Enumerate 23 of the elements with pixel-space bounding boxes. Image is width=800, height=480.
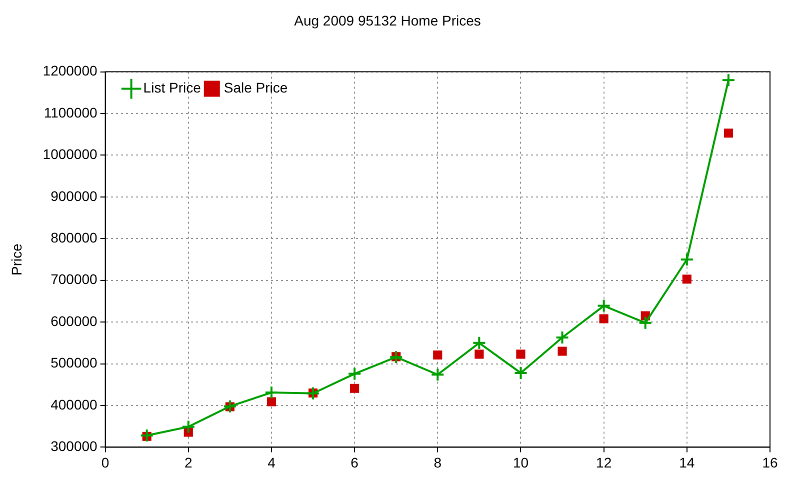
x-tick-label: 2 (184, 454, 192, 470)
y-axis-title: Price (8, 243, 24, 276)
chart-title: Aug 2009 95132 Home Prices (294, 12, 481, 28)
y-tick-label: 700000 (50, 271, 98, 288)
x-tick-label: 14 (679, 454, 695, 470)
legend-label: List Price (143, 80, 202, 96)
x-tick-label: 16 (762, 454, 778, 470)
y-tick-label: 1100000 (44, 104, 98, 120)
x-tick-label: 6 (350, 454, 359, 470)
y-tick-label: 800000 (50, 230, 98, 246)
y-tick-label: 500000 (50, 354, 98, 371)
x-tick-label: 8 (434, 454, 442, 470)
x-tick-label: 0 (101, 454, 110, 470)
y-tick-label: 1000000 (42, 146, 98, 162)
y-tick-label: 400000 (50, 396, 98, 412)
y-tick-label: 600000 (50, 312, 98, 329)
y-tick-label: 900000 (50, 188, 98, 204)
x-tick-label: 4 (268, 454, 276, 470)
y-tick-label: 1200000 (42, 62, 98, 79)
y-tick-label: 300000 (50, 438, 98, 454)
legend-label: Sale Price (224, 80, 288, 96)
x-tick-label: 12 (596, 454, 612, 470)
x-tick-label: 10 (512, 454, 529, 470)
